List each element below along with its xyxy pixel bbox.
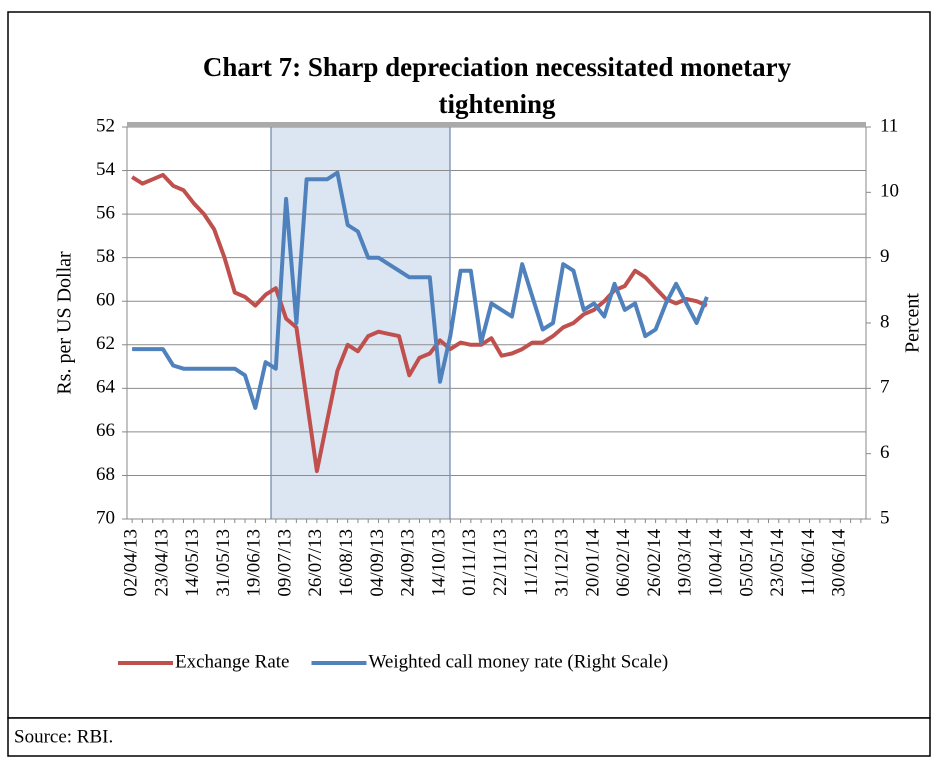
y-tick-label: 60 bbox=[96, 290, 115, 311]
y2-tick-label: 11 bbox=[880, 115, 898, 136]
x-tick-label: 01/11/13 bbox=[459, 529, 480, 596]
top-axis-hatch bbox=[127, 122, 866, 127]
legend-label: Weighted call money rate (Right Scale) bbox=[368, 651, 668, 672]
chart-title: Chart 7: Sharp depreciation necessitated… bbox=[203, 52, 792, 119]
x-tick-label: 23/04/13 bbox=[151, 529, 172, 597]
y-tick-label: 58 bbox=[96, 246, 115, 267]
x-tick-label: 11/06/14 bbox=[798, 529, 819, 596]
y-tick-label: 62 bbox=[96, 333, 115, 354]
x-tick-label: 19/03/14 bbox=[675, 529, 696, 597]
y2-tick-label: 5 bbox=[880, 507, 890, 528]
y2-tick-label: 7 bbox=[880, 377, 890, 398]
x-tick-label: 09/07/13 bbox=[274, 529, 295, 597]
source-box bbox=[7, 717, 931, 757]
y-axis-label: Rs. per US Dollar bbox=[54, 251, 76, 395]
x-tick-label: 26/02/14 bbox=[644, 529, 665, 597]
x-tick-label: 02/04/13 bbox=[120, 529, 141, 597]
y2-tick-label: 8 bbox=[880, 311, 890, 332]
x-tick-label: 30/06/14 bbox=[829, 529, 850, 597]
legend-label: Exchange Rate bbox=[175, 651, 289, 672]
chart-frame bbox=[7, 11, 931, 719]
x-tick-label: 26/07/13 bbox=[305, 529, 326, 597]
x-tick-label: 10/04/14 bbox=[706, 529, 727, 597]
y-tick-label: 70 bbox=[96, 507, 115, 528]
x-tick-label: 16/08/13 bbox=[336, 529, 357, 597]
x-tick-label: 14/05/13 bbox=[182, 529, 203, 597]
y-tick-label: 64 bbox=[96, 377, 116, 398]
source: Source: RBI. bbox=[14, 726, 113, 747]
x-tick-label: 20/01/14 bbox=[582, 529, 603, 597]
x-tick-label: 22/11/13 bbox=[490, 529, 511, 596]
y-tick-label: 66 bbox=[96, 420, 115, 441]
x-tick-label: 31/12/13 bbox=[552, 529, 573, 597]
x-tick-label: 31/05/13 bbox=[213, 529, 234, 597]
x-tick-label: 04/09/13 bbox=[367, 529, 388, 597]
x-tick-label: 11/12/13 bbox=[521, 529, 542, 596]
x-tick-label: 24/09/13 bbox=[398, 529, 419, 597]
x-tick-label: 14/10/13 bbox=[428, 529, 449, 597]
y-tick-label: 52 bbox=[96, 115, 115, 136]
highlight-region bbox=[270, 126, 451, 520]
x-tick-label: 05/05/14 bbox=[736, 529, 757, 597]
x-tick-label: 19/06/13 bbox=[244, 529, 265, 597]
y2-tick-label: 10 bbox=[880, 181, 899, 202]
y-tick-label: 56 bbox=[96, 202, 115, 223]
y-tick-label: 68 bbox=[96, 464, 115, 485]
y2-tick-label: 6 bbox=[880, 442, 890, 463]
x-tick-label: 23/05/14 bbox=[767, 529, 788, 597]
y2-tick-label: 9 bbox=[880, 246, 890, 267]
y2-axis-label: Percent bbox=[902, 293, 924, 353]
y-tick-label: 54 bbox=[96, 159, 116, 180]
x-tick-label: 06/02/14 bbox=[613, 529, 634, 597]
series-line bbox=[132, 170, 709, 410]
